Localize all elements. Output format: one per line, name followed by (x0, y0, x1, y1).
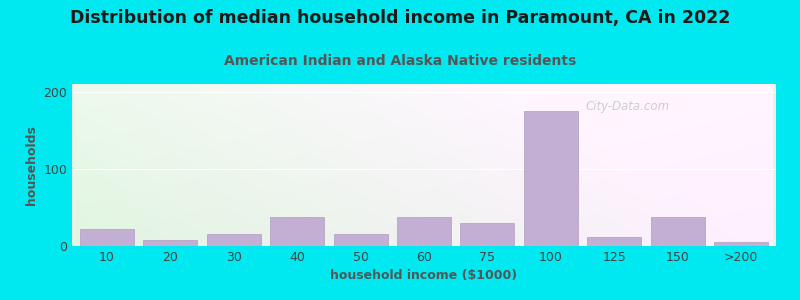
Text: American Indian and Alaska Native residents: American Indian and Alaska Native reside… (224, 54, 576, 68)
X-axis label: household income ($1000): household income ($1000) (330, 269, 518, 282)
Bar (397, 217, 451, 246)
Bar (587, 237, 642, 246)
Bar (206, 234, 261, 246)
Text: Distribution of median household income in Paramount, CA in 2022: Distribution of median household income … (70, 9, 730, 27)
Bar (270, 217, 324, 246)
Bar (524, 111, 578, 246)
Bar (714, 242, 768, 246)
Bar (334, 234, 387, 246)
Bar (461, 223, 514, 246)
Bar (650, 217, 705, 246)
Bar (143, 240, 198, 246)
Bar (80, 229, 134, 246)
Text: City-Data.com: City-Data.com (586, 100, 670, 113)
Y-axis label: households: households (25, 125, 38, 205)
